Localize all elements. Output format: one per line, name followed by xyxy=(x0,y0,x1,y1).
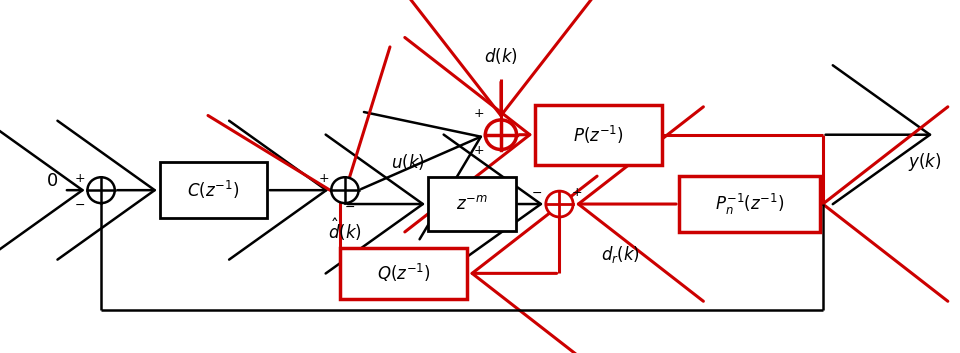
Text: $+$: $+$ xyxy=(571,186,583,198)
Bar xyxy=(340,248,467,299)
Text: $z^{-m}$: $z^{-m}$ xyxy=(456,195,488,213)
Text: $+$: $+$ xyxy=(473,107,484,120)
Text: $-$: $-$ xyxy=(74,198,85,210)
Circle shape xyxy=(486,120,516,150)
Text: $+$: $+$ xyxy=(473,144,484,157)
Text: $Q(z^{-1})$: $Q(z^{-1})$ xyxy=(376,262,430,285)
Circle shape xyxy=(87,177,115,203)
Bar xyxy=(159,162,267,218)
Text: $+$: $+$ xyxy=(74,172,85,185)
Text: $\hat{d}(k)$: $\hat{d}(k)$ xyxy=(328,217,362,243)
Text: $d_r(k)$: $d_r(k)$ xyxy=(601,244,640,265)
Text: $C(z^{-1})$: $C(z^{-1})$ xyxy=(187,179,239,201)
Bar xyxy=(679,176,821,232)
Text: $-$: $-$ xyxy=(345,200,355,213)
Bar xyxy=(535,105,661,165)
Text: $0$: $0$ xyxy=(46,172,59,190)
Bar xyxy=(428,177,516,231)
Circle shape xyxy=(331,177,359,203)
Text: $y(k)$: $y(k)$ xyxy=(908,151,942,173)
Text: $P_n^{-1}(z^{-1})$: $P_n^{-1}(z^{-1})$ xyxy=(715,191,784,217)
Text: $+$: $+$ xyxy=(318,172,329,185)
Text: $P(z^{-1})$: $P(z^{-1})$ xyxy=(573,124,624,146)
Text: $d(k)$: $d(k)$ xyxy=(484,46,517,66)
Circle shape xyxy=(546,191,573,217)
Text: $-$: $-$ xyxy=(532,186,542,198)
Text: $u(k)$: $u(k)$ xyxy=(392,152,425,173)
